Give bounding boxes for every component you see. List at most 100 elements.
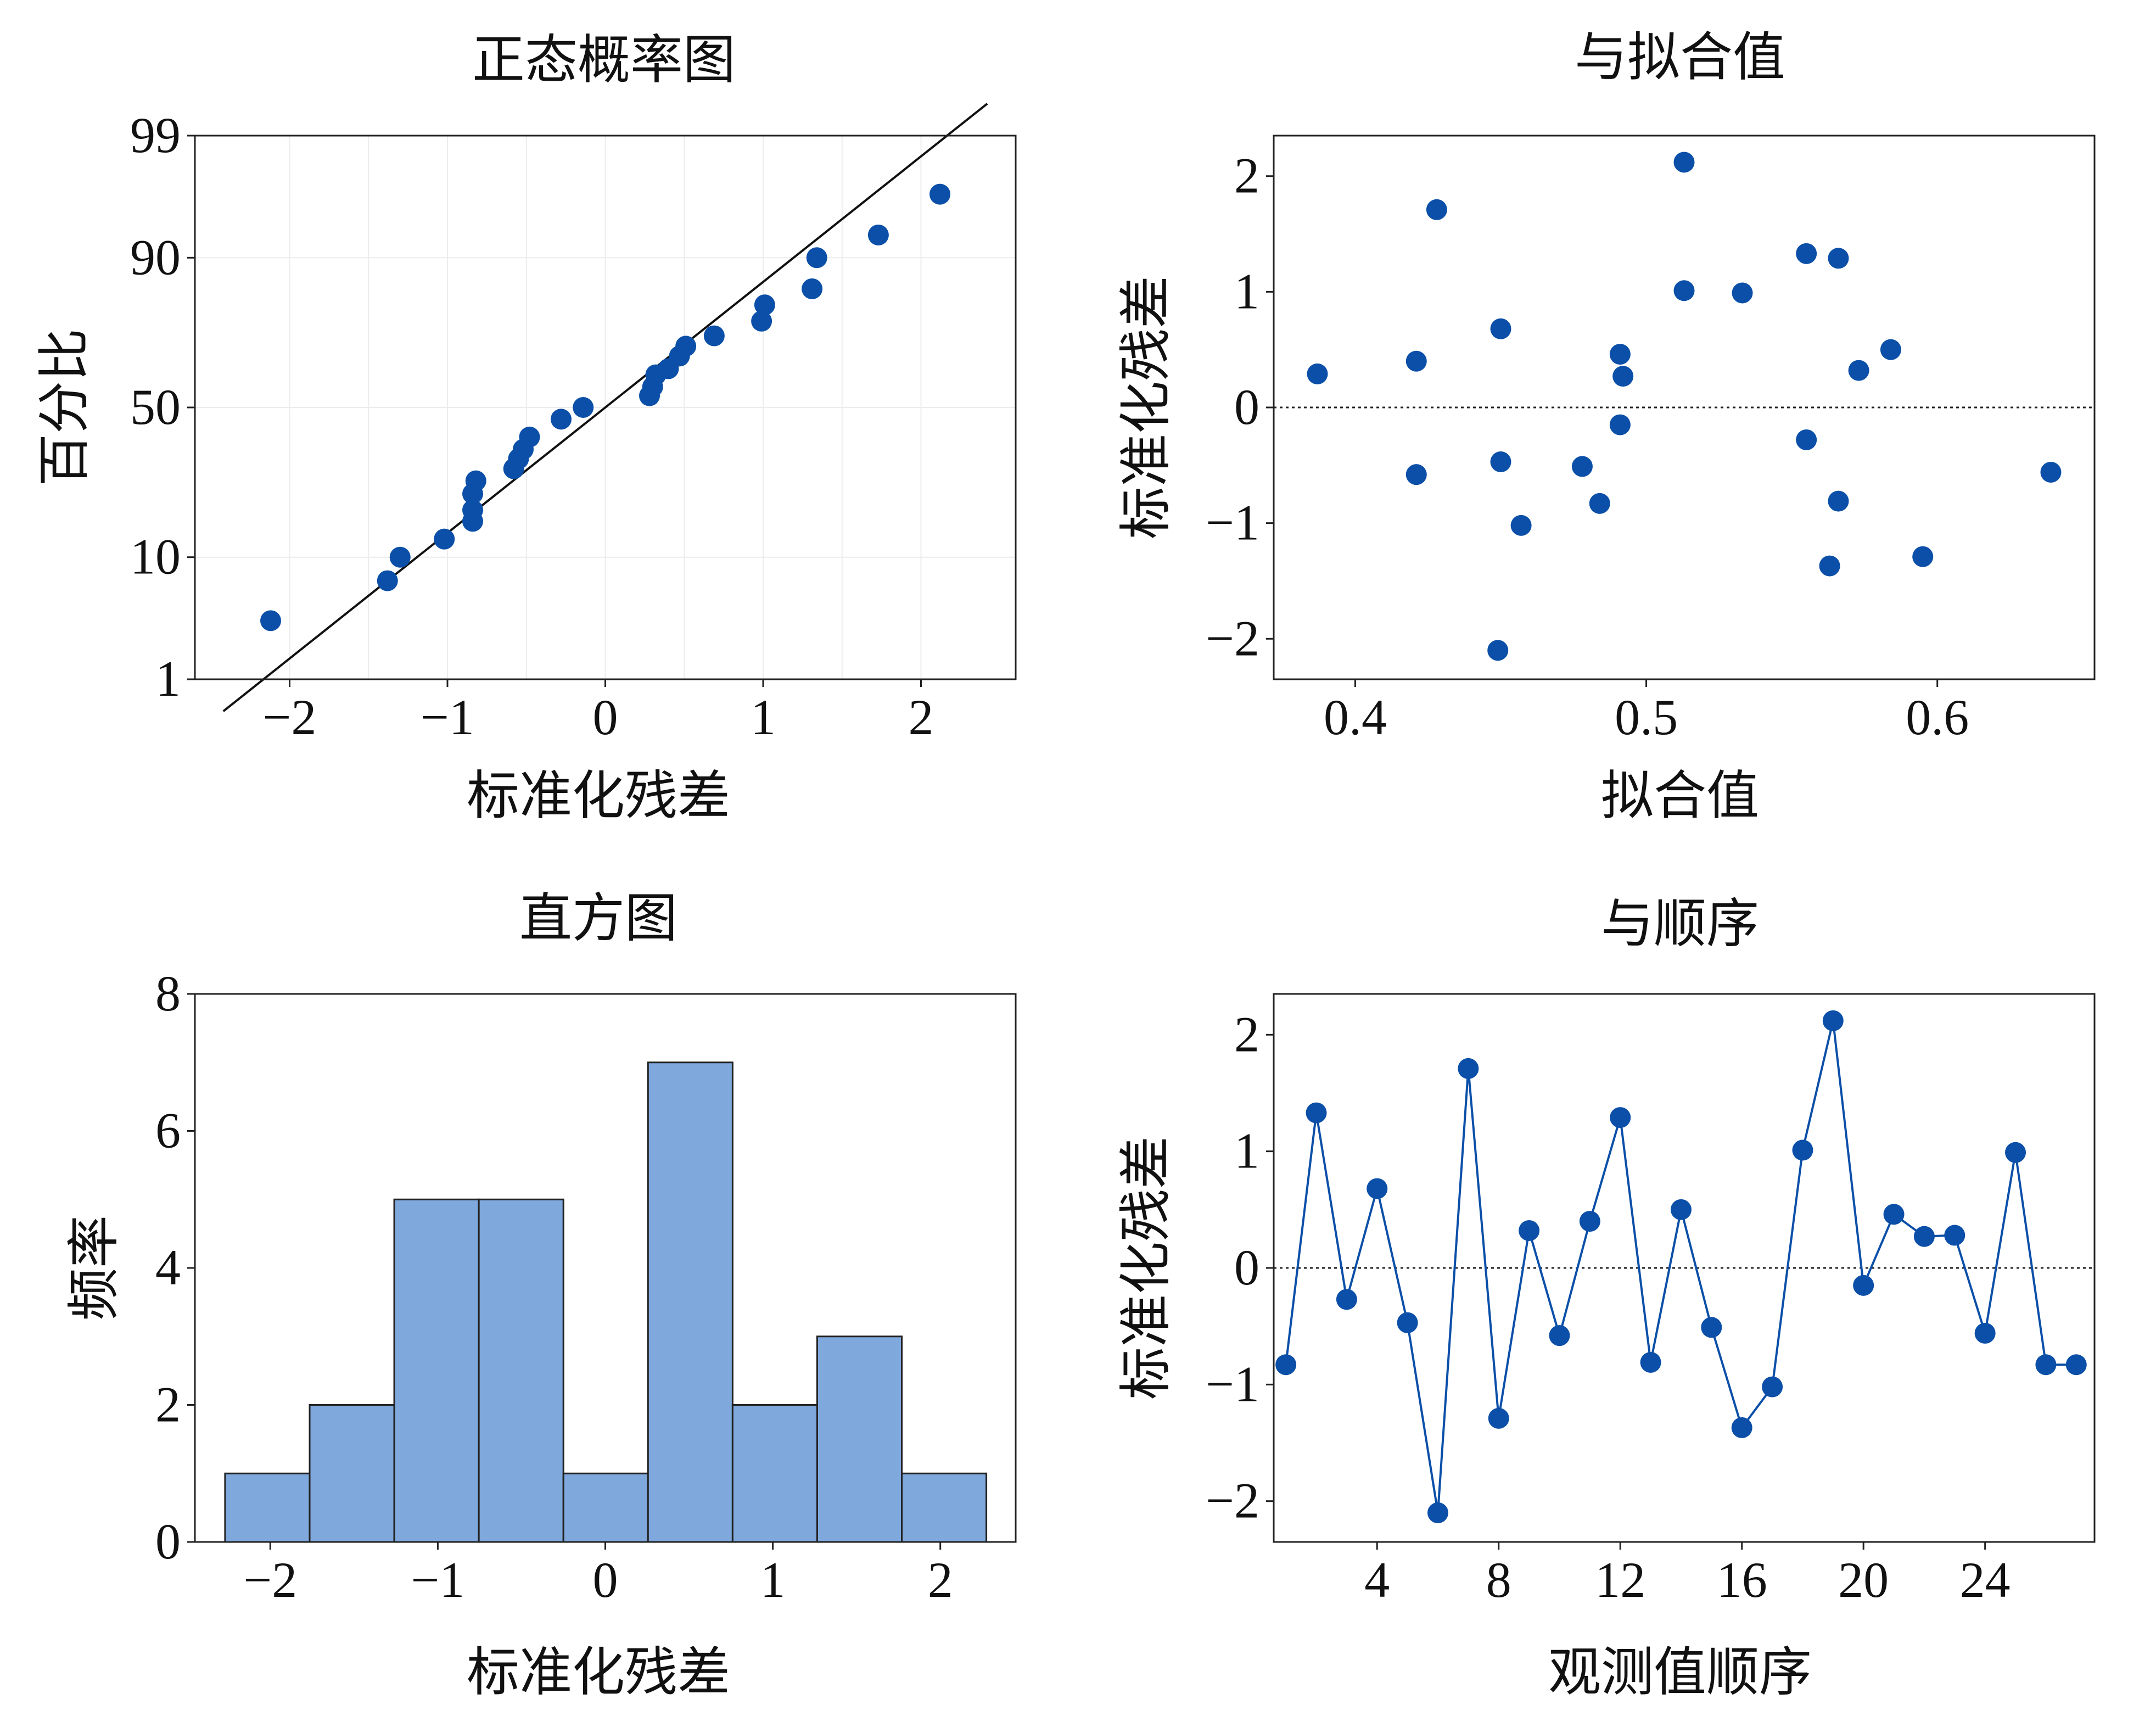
versus-order-ylabel: 标准化残差: [1115, 1136, 1177, 1400]
versus-order-point: [1519, 1220, 1540, 1242]
normal-probability-xtick-label: 1: [751, 689, 776, 745]
versus-fits-point: [1912, 546, 1934, 567]
versus-order-point: [1883, 1204, 1905, 1225]
normal-probability-points: [260, 183, 950, 631]
normal-probability-point: [551, 409, 572, 430]
histogram-bar: [647, 1061, 733, 1543]
versus-order-ytick-label: −2: [1206, 1473, 1259, 1529]
versus-order-xtick-label: 16: [1717, 1552, 1767, 1608]
versus-fits-point: [1673, 280, 1695, 301]
histogram-ytick-label: 6: [155, 1103, 181, 1159]
versus-fits-point: [1589, 493, 1610, 514]
versus-order-point: [1731, 1417, 1752, 1438]
normal-probability-point: [929, 183, 950, 205]
versus-fits-xtick-label: 0.4: [1324, 689, 1387, 745]
histogram-bar: [731, 1404, 818, 1543]
versus-fits-points: [1307, 152, 2062, 661]
versus-order-point: [1853, 1275, 1874, 1296]
versus-order-point: [1367, 1178, 1388, 1199]
normal-probability-point: [389, 546, 411, 568]
versus-fits-point: [1490, 318, 1511, 339]
histogram-ytick-label: 4: [155, 1239, 181, 1295]
normal-probability-ticks: −2 −1 0 1 2 1 10 50 90 99: [130, 107, 934, 745]
normal-probability-fit-line: [222, 103, 988, 712]
versus-fits-point: [1307, 363, 1328, 384]
histogram-ylabel: 频率: [63, 1215, 125, 1321]
versus-fits-ticks: 0.4 0.5 0.6 −2 −1 0 1 2: [1206, 148, 1969, 745]
versus-order-title: 与顺序: [1601, 893, 1759, 954]
histogram-bar: [478, 1198, 564, 1543]
versus-fits-title: 与拟合值: [1575, 26, 1785, 88]
histogram-frame: [194, 993, 1017, 1543]
histogram-title: 直方图: [519, 887, 677, 949]
versus-order-xtick-label: 12: [1595, 1552, 1645, 1608]
versus-fits-point: [1673, 152, 1695, 173]
versus-fits-point: [1490, 451, 1511, 472]
versus-order-point: [1458, 1058, 1479, 1079]
versus-order-point: [1306, 1102, 1327, 1124]
histogram-bar: [816, 1335, 903, 1543]
versus-fits-xtick-label: 0.5: [1615, 689, 1678, 745]
versus-order-point: [1579, 1211, 1600, 1232]
histogram-ytick-label: 8: [155, 965, 181, 1021]
versus-fits-point: [1609, 414, 1631, 435]
versus-order-ytick-label: 0: [1234, 1239, 1259, 1295]
normal-probability-point: [675, 336, 697, 357]
versus-order-ytick-label: −1: [1206, 1356, 1259, 1412]
histogram-xtick-label: 2: [928, 1552, 953, 1608]
versus-fits-point: [1487, 640, 1509, 661]
normal-probability-ylabel: 百分比: [33, 328, 95, 487]
histogram-xtick-label: −1: [411, 1552, 464, 1608]
histogram-ytick-label: 2: [155, 1377, 181, 1433]
versus-order-xtick-label: 4: [1364, 1552, 1390, 1608]
normal-probability-xtick-label: 2: [909, 689, 934, 745]
normal-probability-xtick-label: −2: [263, 689, 317, 745]
versus-fits-xlabel: 拟合值: [1601, 765, 1759, 826]
normal-probability-ytick-label: 90: [130, 229, 181, 285]
versus-fits-ytick-label: −1: [1206, 495, 1259, 551]
normal-probability-point: [519, 426, 540, 448]
versus-fits-point: [1732, 282, 1753, 304]
normal-probability-point: [434, 528, 455, 550]
histogram-panel: 直方图 −2 −1 0 1 2 0 2 4 6 8 标准化残差 频率: [63, 887, 1017, 1703]
versus-order-point: [2065, 1354, 2087, 1376]
normal-probability-point: [802, 278, 823, 299]
normal-probability-point: [260, 610, 281, 631]
normal-probability-point: [867, 224, 889, 245]
normal-probability-ytick-label: 50: [130, 379, 181, 435]
versus-order-points: [1275, 1010, 2087, 1523]
versus-order-point: [1336, 1289, 1357, 1310]
histogram-xtick-label: 0: [593, 1552, 618, 1608]
versus-order-connecting-line: [1285, 1020, 2076, 1513]
versus-order-point: [1610, 1107, 1631, 1128]
histogram-bar: [562, 1472, 649, 1543]
versus-fits-ylabel: 标准化残差: [1115, 276, 1177, 539]
versus-fits-point: [1612, 366, 1634, 387]
normal-probability-frame: [194, 135, 1017, 680]
versus-fits-point: [1609, 344, 1631, 365]
normal-probability-point: [573, 397, 594, 418]
versus-order-ytick-label: 1: [1234, 1123, 1259, 1179]
versus-order-point: [1944, 1225, 1965, 1246]
normal-probability-panel: 正态概率图 −2 −1 0 1 2 1 10 50 90 99 标准化残差 百分比: [33, 29, 1017, 826]
versus-order-point: [1397, 1312, 1418, 1333]
versus-fits-point: [1819, 555, 1840, 577]
versus-fits-ytick-label: 2: [1234, 148, 1259, 204]
histogram-bar: [901, 1472, 988, 1543]
versus-fits-ytick-label: 0: [1234, 379, 1259, 435]
versus-fits-point: [2040, 461, 2062, 483]
versus-order-point: [1275, 1354, 1297, 1376]
histogram-xlabel: 标准化残差: [467, 1641, 730, 1703]
versus-order-point: [1762, 1376, 1783, 1398]
histogram-bars: [224, 1061, 988, 1543]
versus-order-point: [2005, 1142, 2026, 1163]
versus-fits-point: [1796, 429, 1817, 450]
normal-probability-ytick-label: 99: [130, 107, 181, 163]
normal-probability-point: [806, 247, 827, 269]
versus-order-xtick-label: 20: [1838, 1552, 1889, 1608]
versus-fits-xtick-label: 0.6: [1906, 689, 1969, 745]
versus-order-xtick-label: 24: [1960, 1552, 2011, 1608]
normal-probability-point: [465, 470, 486, 491]
